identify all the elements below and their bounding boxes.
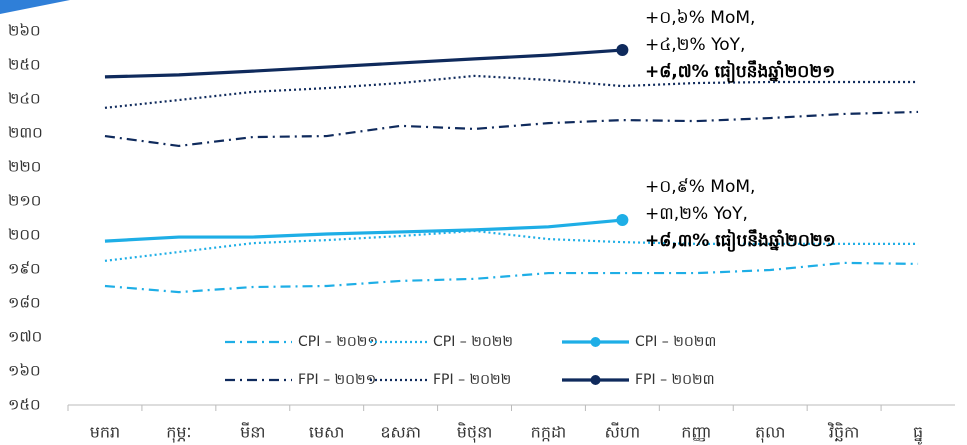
x-tick-label: ធ្នូ bbox=[913, 423, 923, 445]
annotation: +៤,២% YoY, bbox=[645, 35, 745, 55]
legend-label: FPI – ២០២១ bbox=[298, 372, 376, 388]
annotation: +៣,២% YoY, bbox=[645, 204, 748, 224]
series-line bbox=[104, 229, 919, 262]
legend-label: CPI – ២០២១ bbox=[298, 334, 378, 350]
y-tick-label: ១៦០ bbox=[8, 362, 41, 380]
end-marker bbox=[616, 214, 629, 227]
y-tick-label: ២៥០ bbox=[8, 56, 41, 74]
legend-label: FPI – ២០២៣ bbox=[635, 372, 715, 388]
y-tick-label: ២២០ bbox=[8, 158, 41, 176]
x-tick-label: ឧសភា bbox=[380, 423, 421, 442]
x-tick-label: សីហា bbox=[605, 422, 641, 442]
x-tick-label: តុលា bbox=[755, 423, 785, 444]
x-tick-label: កុម្ភៈ bbox=[166, 423, 191, 444]
y-tick-label: ២៤០ bbox=[8, 90, 41, 108]
annotation: +០,៦% MoM, bbox=[645, 8, 755, 28]
y-tick-label: ១៥០ bbox=[8, 396, 41, 414]
legend-label: FPI – ២០២២ bbox=[433, 372, 511, 388]
legend-label: CPI – ២០២៣ bbox=[635, 334, 716, 350]
y-tick-label: ២៣០ bbox=[8, 124, 43, 142]
series-line bbox=[104, 218, 623, 243]
series-line bbox=[104, 48, 623, 79]
corner-decoration bbox=[0, 0, 70, 14]
y-tick-label: ២១០ bbox=[8, 192, 41, 210]
y-tick-label: ២០០ bbox=[8, 226, 41, 244]
x-tick-label: មីនា bbox=[240, 422, 265, 442]
x-tick-label: កក្កដា bbox=[531, 423, 567, 442]
y-tick-label: ១៩០ bbox=[8, 260, 41, 278]
legend-marker bbox=[590, 375, 601, 385]
y-tick-label: ១៧០ bbox=[8, 328, 42, 346]
series-line bbox=[104, 74, 919, 109]
y-tick-label: ១៨០ bbox=[8, 294, 41, 312]
x-tick-label: កញ្ញា bbox=[681, 423, 711, 442]
x-tick-label: មេសា bbox=[309, 423, 345, 442]
y-tick-label: ២៦០ bbox=[8, 22, 41, 40]
end-marker bbox=[616, 44, 629, 57]
x-tick-label: មករា bbox=[90, 423, 120, 442]
legend-marker bbox=[590, 337, 601, 347]
series-line bbox=[104, 110, 919, 148]
x-tick-label: វិច្ឆិកា bbox=[827, 422, 859, 442]
annotation: +៨,៣% ធៀបនឹងឆ្នាំ២០២១ bbox=[645, 229, 836, 252]
series-line bbox=[104, 261, 919, 294]
annotation: +០,៩% MoM, bbox=[645, 177, 755, 197]
legend-label: CPI – ២០២២ bbox=[433, 334, 513, 350]
annotation: +៨,៧% ធៀបនឹងឆ្នាំ២០២១ bbox=[645, 60, 835, 83]
x-tick-label: មិថុនា bbox=[457, 422, 493, 444]
